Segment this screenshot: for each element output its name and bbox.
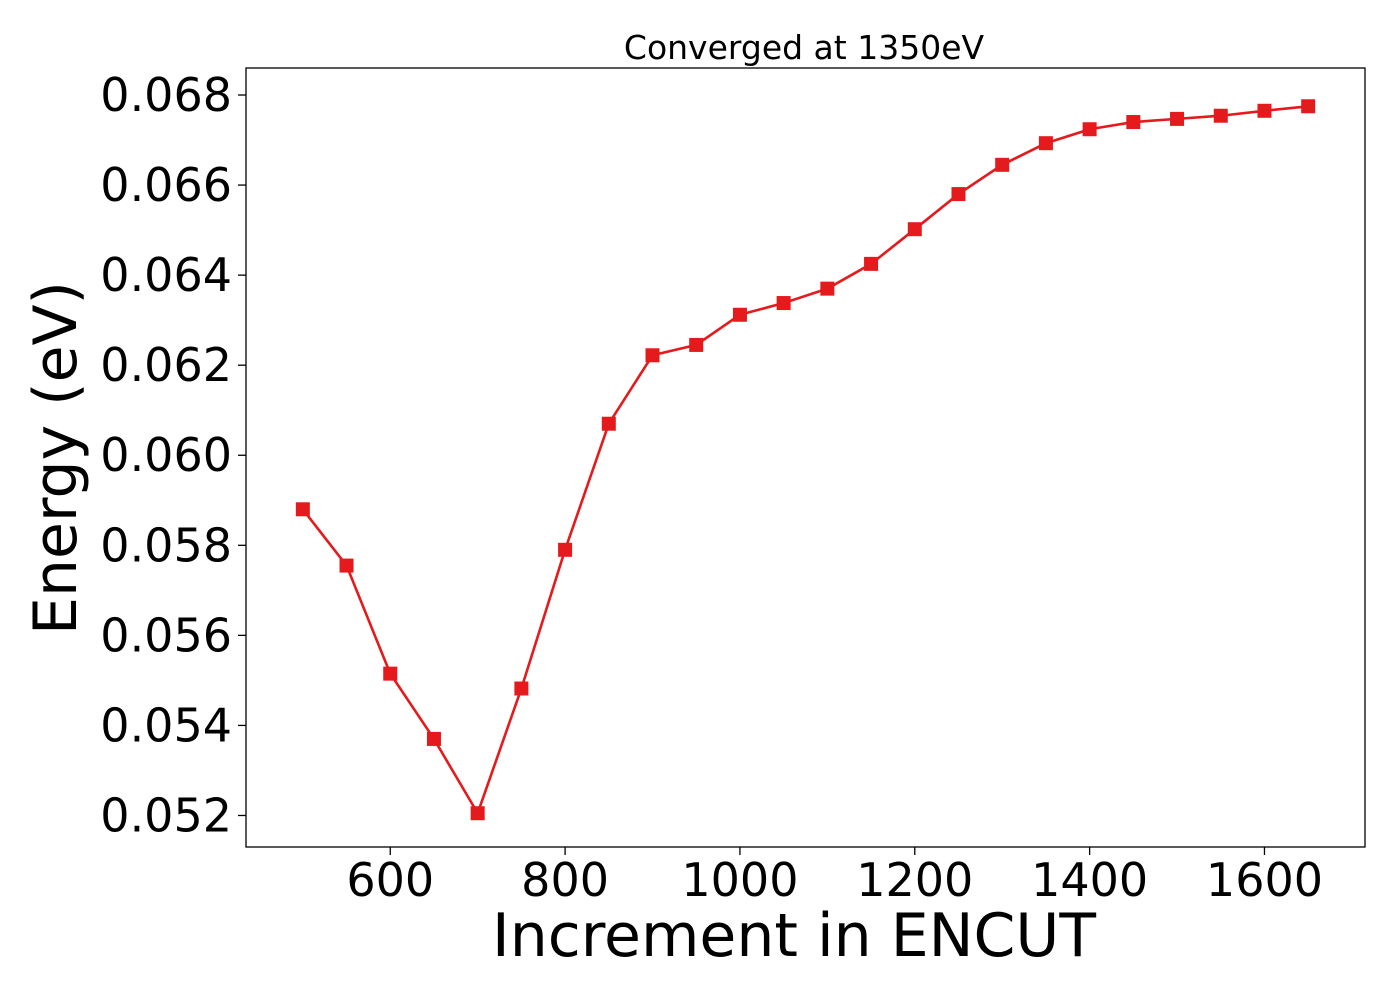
axis-ticks: 600 800 1000 1200 1400 1600 0.052 0.054 0.056 0.0… — [100, 68, 1323, 907]
y-tick-label: 0.054 — [100, 698, 232, 752]
chart-title: Converged at 1350eV — [624, 28, 985, 67]
y-tick-label: 0.066 — [100, 158, 232, 212]
y-tick-label: 0.062 — [100, 338, 232, 392]
x-tick-label: 1200 — [856, 853, 973, 907]
x-tick-label: 1600 — [1206, 853, 1323, 907]
data-point — [1038, 136, 1053, 151]
data-point — [864, 256, 879, 271]
y-tick-label: 0.056 — [100, 608, 232, 662]
data-point — [732, 307, 747, 322]
data-point — [951, 187, 966, 202]
data-point — [820, 281, 835, 296]
x-axis-label: Increment in ENCUT — [492, 901, 1096, 971]
data-point — [776, 296, 791, 311]
data-point — [645, 348, 660, 363]
y-tick-label: 0.052 — [100, 788, 232, 842]
data-point — [689, 337, 704, 352]
data-point — [995, 157, 1010, 172]
data-point — [907, 222, 922, 237]
data-point — [601, 416, 616, 431]
data-point — [558, 542, 573, 557]
x-tick-label: 1400 — [1031, 853, 1148, 907]
data-point — [1301, 99, 1316, 114]
series-line — [301, 104, 1309, 817]
data-series — [295, 99, 1316, 821]
data-point — [514, 681, 529, 696]
data-point — [470, 806, 485, 821]
y-tick-label: 0.064 — [100, 248, 232, 302]
y-tick-label: 0.068 — [100, 68, 232, 122]
x-tick-label: 800 — [521, 853, 609, 907]
data-point — [1213, 108, 1228, 123]
data-point — [426, 731, 441, 746]
data-point — [1257, 103, 1272, 118]
data-point — [1126, 115, 1141, 130]
data-point — [383, 666, 398, 681]
plot-frame — [245, 67, 1366, 848]
data-point — [339, 558, 354, 573]
data-point — [1170, 111, 1185, 126]
x-tick-label: 600 — [346, 853, 434, 907]
y-tick-label: 0.058 — [100, 518, 232, 572]
y-axis-label: Energy (eV) — [21, 281, 91, 635]
x-tick-label: 1000 — [681, 853, 798, 907]
y-tick-label: 0.060 — [100, 428, 232, 482]
data-point — [295, 502, 310, 517]
data-point — [1082, 122, 1097, 137]
